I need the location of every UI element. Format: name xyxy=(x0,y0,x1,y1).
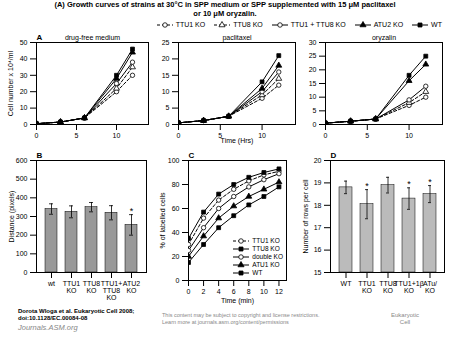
html-text:WT: WT xyxy=(252,269,263,276)
svg-text:10: 10 xyxy=(258,132,266,139)
html-text:(A) Growth curves of strains a: (A) Growth curves of strains at 30°C in … xyxy=(54,0,396,18)
html-text:TTU8 KO: TTU8 KO xyxy=(233,21,263,28)
svg-text:16: 16 xyxy=(314,246,322,253)
svg-text:Time (min): Time (min) xyxy=(221,297,254,305)
svg-text:B: B xyxy=(37,151,43,160)
svg-text:20: 20 xyxy=(20,88,28,95)
html-text:TTU8 KO: TTU8 KO xyxy=(252,245,280,252)
svg-text:25: 25 xyxy=(162,39,170,46)
svg-text:*: * xyxy=(407,179,411,189)
svg-text:20: 20 xyxy=(314,157,322,164)
svg-text:19: 19 xyxy=(314,179,322,186)
svg-text:5: 5 xyxy=(75,132,79,139)
svg-text:5: 5 xyxy=(365,132,369,139)
svg-text:15: 15 xyxy=(314,269,322,276)
svg-text:20: 20 xyxy=(309,66,317,73)
svg-text:TTU8KO: TTU8KO xyxy=(83,280,101,294)
svg-text:10: 10 xyxy=(260,288,268,295)
svg-text:50: 50 xyxy=(20,39,28,46)
html-text:TTU8: TTU8 xyxy=(379,280,397,288)
svg-text:0: 0 xyxy=(313,121,317,128)
svg-text:TTU1KO: TTU1KO xyxy=(358,280,376,294)
svg-text:*: * xyxy=(365,181,369,191)
svg-text:10: 10 xyxy=(162,88,170,95)
svg-text:17: 17 xyxy=(314,224,322,231)
svg-text:18: 18 xyxy=(314,202,322,209)
html-text:ATU2 KO: ATU2 KO xyxy=(373,21,404,28)
svg-text:15: 15 xyxy=(309,80,317,87)
svg-text:100: 100 xyxy=(168,157,180,164)
svg-text:30: 30 xyxy=(20,72,28,79)
svg-text:80: 80 xyxy=(172,181,180,188)
svg-text:*: * xyxy=(130,206,134,216)
svg-text:500: 500 xyxy=(16,175,28,182)
svg-text:15: 15 xyxy=(162,72,170,79)
svg-text:wt: wt xyxy=(47,280,55,287)
svg-text:0: 0 xyxy=(324,132,328,139)
html-text:Dorota Wloga et al. Eukaryotic: Dorota Wloga et al. Eukaryotic Cell 2008… xyxy=(18,308,135,314)
svg-text:30: 30 xyxy=(309,39,317,46)
svg-text:20: 20 xyxy=(162,55,170,62)
html-text:KO: KO xyxy=(382,287,394,295)
svg-text:10: 10 xyxy=(113,132,121,139)
svg-text:400: 400 xyxy=(16,194,28,201)
html-text:Journals.ASM.org: Journals.ASM.org xyxy=(18,323,78,332)
svg-text:0: 0 xyxy=(177,132,181,139)
svg-text:600: 600 xyxy=(16,157,28,164)
svg-text:WT: WT xyxy=(341,280,353,287)
svg-text:10: 10 xyxy=(309,93,317,100)
svg-text:100: 100 xyxy=(16,250,28,257)
svg-text:Time (Hrs): Time (Hrs) xyxy=(221,137,254,145)
svg-text:5: 5 xyxy=(313,107,317,114)
svg-text:TTU1+1βKO: TTU1+1βKO xyxy=(394,280,424,294)
svg-text:25: 25 xyxy=(309,52,317,59)
svg-text:6: 6 xyxy=(232,288,236,295)
svg-text:12: 12 xyxy=(275,288,283,295)
svg-text:0: 0 xyxy=(24,269,28,276)
svg-text:20: 20 xyxy=(172,253,180,260)
svg-text:10: 10 xyxy=(20,104,28,111)
html-text:double KO: double KO xyxy=(252,253,283,260)
svg-text:0: 0 xyxy=(24,121,28,128)
svg-text:% of labelled cells: % of labelled cells xyxy=(159,192,166,249)
svg-text:A: A xyxy=(37,33,43,42)
svg-text:0: 0 xyxy=(35,132,39,139)
html-text:Eukaryotic Cell: Eukaryotic Cell xyxy=(391,312,419,326)
html-text:TTU1 KO: TTU1 KO xyxy=(252,237,280,244)
svg-text:oryzalin: oryzalin xyxy=(372,34,396,42)
svg-text:300: 300 xyxy=(16,213,28,220)
svg-text:Number of rows per cell: Number of rows per cell xyxy=(302,179,310,253)
svg-text:D: D xyxy=(331,151,337,160)
svg-text:0: 0 xyxy=(166,121,170,128)
html-text:doi:10.1128/EC.00084-08: doi:10.1128/EC.00084-08 xyxy=(18,315,88,321)
svg-text:10: 10 xyxy=(405,132,413,139)
svg-text:TTU1+TTU8KO: TTU1+TTU8KO xyxy=(101,280,123,301)
svg-text:Cell number x 10⁴/ml: Cell number x 10⁴/ml xyxy=(7,50,14,116)
svg-text:C: C xyxy=(189,151,195,160)
svg-text:40: 40 xyxy=(20,55,28,62)
svg-text:2: 2 xyxy=(202,288,206,295)
svg-text:40: 40 xyxy=(172,229,180,236)
svg-text:ATu/KO: ATu/KO xyxy=(423,280,437,294)
svg-text:60: 60 xyxy=(172,205,180,212)
svg-text:Distance (pixels): Distance (pixels) xyxy=(8,191,16,243)
html-text:ATU1 KO: ATU1 KO xyxy=(252,261,280,268)
svg-text:4: 4 xyxy=(217,288,221,295)
svg-text:5: 5 xyxy=(166,104,170,111)
svg-text:0: 0 xyxy=(176,277,180,284)
svg-text:ATU2KO: ATU2KO xyxy=(123,280,140,294)
svg-text:200: 200 xyxy=(16,231,28,238)
html-text:TTU1 + TTU8 KO: TTU1 + TTU8 KO xyxy=(290,21,346,28)
html-text:TTU1 KO: TTU1 KO xyxy=(175,21,206,28)
html-text:WT: WT xyxy=(431,21,442,28)
svg-text:TTU1KO: TTU1KO xyxy=(63,280,81,294)
svg-text:drug-free medium: drug-free medium xyxy=(65,34,120,42)
html-text:This content may be subject to: This content may be subject to copyright… xyxy=(162,312,320,325)
svg-text:paclitaxel: paclitaxel xyxy=(222,34,252,42)
svg-text:0: 0 xyxy=(187,288,191,295)
svg-text:*: * xyxy=(428,177,432,187)
svg-text:8: 8 xyxy=(247,288,251,295)
